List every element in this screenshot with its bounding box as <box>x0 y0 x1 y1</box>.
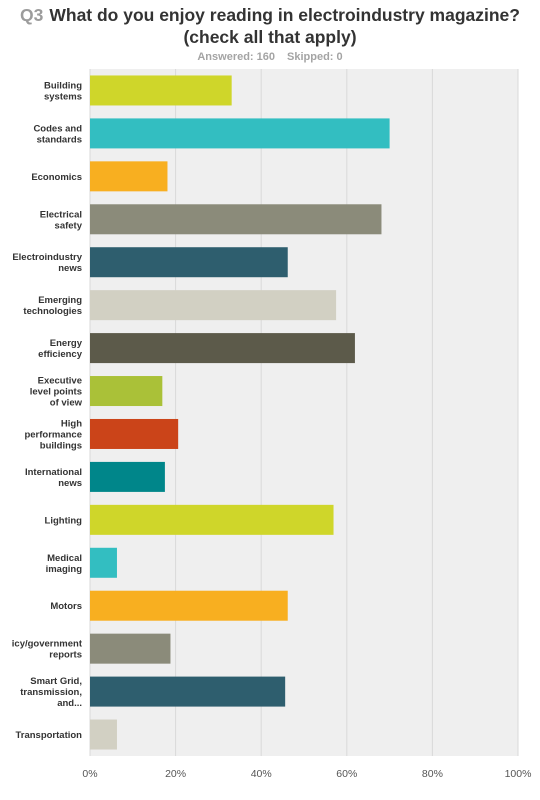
x-tick-label: 20% <box>165 768 186 780</box>
answered-count: Answered: 160 <box>197 51 276 63</box>
question-title: Q3 What do you enjoy reading in electroin… <box>0 4 540 48</box>
category-label: Smart Grid, transmission, and... <box>20 676 82 709</box>
category-label-line: Smart Grid, <box>30 676 82 687</box>
category-label-line: standards <box>37 134 82 145</box>
category-label-line: Emerging <box>38 295 82 306</box>
category-label: Executive level points of view <box>30 376 83 409</box>
category-label-line: buildings <box>40 440 82 451</box>
bar <box>90 376 163 407</box>
bar <box>90 290 337 321</box>
category-label-line: Motors <box>50 601 82 612</box>
category-label-line: level points <box>30 387 82 398</box>
category-label-line: Lighting <box>45 515 83 526</box>
bar <box>90 247 288 278</box>
bar <box>90 590 288 621</box>
bar <box>90 75 232 106</box>
category-label-line: High <box>61 418 82 429</box>
category-label: Energy efficiency <box>38 338 83 360</box>
category-label-line: Electrical <box>40 209 82 220</box>
category-label-line: International <box>25 467 82 478</box>
bar <box>90 461 165 492</box>
bar <box>90 547 117 578</box>
category-label-line: reports <box>49 650 82 661</box>
category-label: icy/government reports <box>12 639 83 661</box>
x-tick-label: 40% <box>251 768 272 780</box>
bar <box>90 633 171 664</box>
category-label-line: Economics <box>31 172 82 183</box>
category-label: International news <box>25 467 82 489</box>
question-number: Q3 <box>20 5 44 25</box>
category-label-line: Medical <box>47 553 82 564</box>
category-label: Building systems <box>44 80 82 102</box>
category-label: Medical imaging <box>46 553 83 575</box>
category-label: Emerging technologies <box>23 295 82 317</box>
category-label-line: icy/government <box>12 639 83 650</box>
bar <box>90 333 355 364</box>
category-label: Codes and standards <box>33 123 82 145</box>
category-label-line: news <box>58 263 82 274</box>
bar <box>90 719 117 750</box>
category-label-line: Codes and <box>33 123 82 134</box>
category-label-line: technologies <box>23 306 82 317</box>
bar <box>90 204 382 235</box>
category-label-line: of view <box>50 398 83 409</box>
x-tick-label: 100% <box>505 768 532 780</box>
bar <box>90 418 179 449</box>
bar <box>90 161 168 192</box>
category-label-line: Energy <box>50 338 83 349</box>
category-label-line: Transportation <box>15 730 82 741</box>
category-label-line: imaging <box>46 564 83 575</box>
skipped-count: Skipped: 0 <box>287 51 343 63</box>
category-label-line: transmission, <box>20 687 82 698</box>
category-label-line: efficiency <box>38 349 83 360</box>
category-label-line: Executive <box>38 376 82 387</box>
category-label-line: Building <box>44 80 82 91</box>
category-label: High performance buildings <box>24 418 82 451</box>
x-tick-label: 80% <box>422 768 443 780</box>
question-title-line2: (check all that apply) <box>183 27 357 47</box>
category-label: Electroindustry news <box>12 252 82 274</box>
bar <box>90 504 334 535</box>
question-header: Q3 What do you enjoy reading in electroin… <box>0 0 540 63</box>
category-label: Economics <box>31 172 82 183</box>
x-tick-label: 0% <box>82 768 97 780</box>
x-tick-label: 60% <box>336 768 357 780</box>
category-label: Lighting <box>45 515 83 526</box>
bar <box>90 676 286 707</box>
category-label-line: Electroindustry <box>12 252 82 263</box>
question-title-line1: What do you enjoy reading in electroindu… <box>49 5 520 25</box>
category-label-line: systems <box>44 91 82 102</box>
category-label-line: and... <box>57 698 82 709</box>
category-label: Transportation <box>15 730 82 741</box>
category-label-line: news <box>58 478 82 489</box>
category-label-line: safety <box>55 220 83 231</box>
response-stats: Answered: 160 Skipped: 0 <box>0 51 540 63</box>
bar <box>90 118 390 149</box>
category-label-line: performance <box>24 429 82 440</box>
category-label: Motors <box>50 601 82 612</box>
category-label: Electrical safety <box>40 209 83 231</box>
